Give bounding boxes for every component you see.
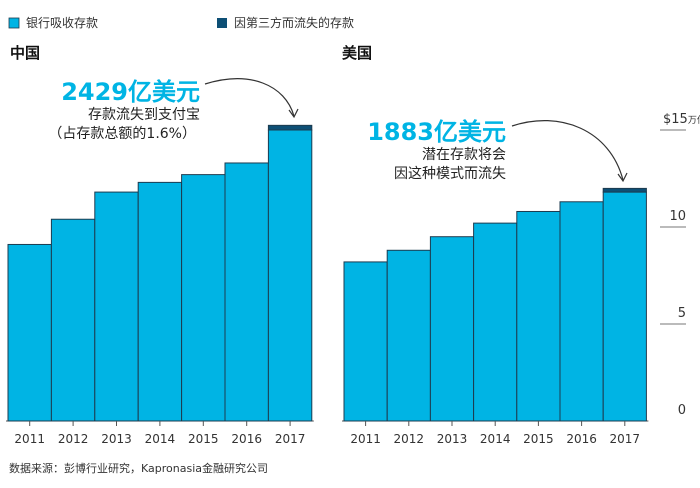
china-x-tick-label: 2015 [188,432,219,446]
y-tick-label: 0 [678,403,686,418]
china-bar-deposits-2013 [94,191,139,422]
us-x-tick-label: 2012 [394,432,425,446]
us-title: 美国 [342,44,372,62]
china-x-tick-label: 2012 [58,432,89,446]
china-title: 中国 [10,44,40,62]
source-note: 数据来源：彭博行业研究，Kapronasia金融研究公司 [9,461,268,475]
us-bar-deposits-2017 [602,191,647,422]
china-arrow-head [288,108,299,119]
us-annotation-line1: 潜在存款将会 [422,147,506,163]
us-x-tick-label: 2011 [350,432,381,446]
china-annotation-line1: 存款流失到支付宝 [88,107,200,123]
us-annotation-value: 1883亿美元 [367,118,506,146]
china-bar-lost-2017 [267,124,313,131]
china-x-tick-label: 2017 [275,432,306,446]
china-bar-deposits-2012 [50,218,96,422]
legend-swatch-deposits [8,17,20,29]
china-x-tick-label: 2016 [231,432,262,446]
legend-label-deposits: 银行吸收存款 [26,16,98,30]
us-x-tick-label: 2015 [523,432,554,446]
legend-swatch-lost [217,18,227,28]
china-bar-deposits-2017 [267,129,313,422]
us-x-tick-label: 2017 [610,432,641,446]
legend-label-lost: 因第三方而流失的存款 [234,15,354,30]
us-bar-deposits-2015 [516,210,561,422]
china-bar-deposits-2011 [7,243,52,422]
y-unit: 万亿 [688,114,700,126]
us-arrow [511,120,624,181]
us-x-tick-label: 2016 [566,432,597,446]
us-bar-lost-2017 [602,187,647,193]
china-x-tick-label: 2011 [14,432,45,446]
us-x-tick-label: 2013 [437,432,468,446]
y-tick-label: 10 [669,209,686,224]
us-bar-deposits-2016 [559,201,604,422]
china-x-tick-label: 2013 [101,432,132,446]
legend: 银行吸收存款 因第三方而流失的存款 [8,15,354,30]
us-bar-deposits-2013 [429,236,475,422]
us-bar-deposits-2014 [473,222,518,422]
us-bar-deposits-2011 [343,261,388,422]
us-x-tick-label: 2014 [480,432,511,446]
us-bar-deposits-2012 [386,249,431,422]
china-annotation-value: 2429亿美元 [61,78,200,106]
china-arrow [204,78,295,117]
us-arrow-head [617,172,628,183]
china-annotation-line2: （占存款总额的1.6%） [48,126,196,142]
china-bar-deposits-2014 [137,181,183,422]
china-x-tick-label: 2014 [145,432,176,446]
us-annotation-line2: 因这种模式而流失 [394,165,506,182]
y-tick-label: $15万亿 [663,112,700,127]
china-bar-deposits-2016 [224,162,269,422]
china-bar-deposits-2015 [181,174,226,422]
y-tick-label: 5 [678,306,686,321]
